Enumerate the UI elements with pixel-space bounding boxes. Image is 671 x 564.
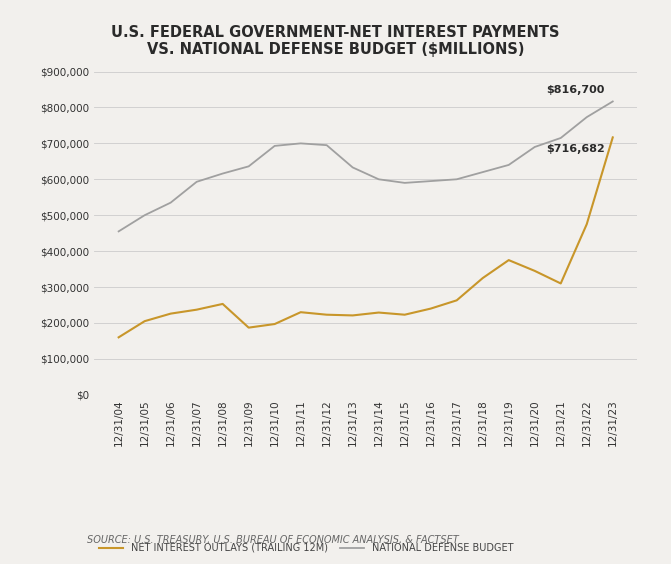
- Legend: NET INTEREST OUTLAYS (TRAILING 12M), NATIONAL DEFENSE BUDGET: NET INTEREST OUTLAYS (TRAILING 12M), NAT…: [99, 543, 513, 553]
- Text: $716,682: $716,682: [546, 144, 605, 154]
- Text: VS. NATIONAL DEFENSE BUDGET ($MILLIONS): VS. NATIONAL DEFENSE BUDGET ($MILLIONS): [147, 42, 524, 58]
- Text: $816,700: $816,700: [547, 85, 605, 95]
- Text: SOURCE: U.S. TREASURY, U.S. BUREAU OF ECONOMIC ANALYSIS, & FACTSET: SOURCE: U.S. TREASURY, U.S. BUREAU OF EC…: [87, 535, 459, 545]
- Text: U.S. FEDERAL GOVERNMENT-NET INTEREST PAYMENTS: U.S. FEDERAL GOVERNMENT-NET INTEREST PAY…: [111, 25, 560, 41]
